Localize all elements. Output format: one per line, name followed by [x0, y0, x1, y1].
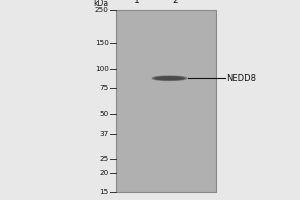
Text: 250: 250 [95, 7, 109, 13]
Text: NEDD8: NEDD8 [226, 74, 256, 83]
Bar [116, 10, 216, 192]
Text: kDa: kDa [94, 0, 109, 7]
Text: 1: 1 [134, 0, 140, 5]
Text: 15: 15 [99, 189, 109, 195]
Ellipse shape [152, 76, 187, 80]
Text: 150: 150 [95, 40, 109, 46]
Text: 2: 2 [173, 0, 178, 5]
Text: 37: 37 [99, 131, 109, 137]
Text: 50: 50 [99, 111, 109, 117]
Text: 25: 25 [99, 156, 109, 162]
Text: 75: 75 [99, 85, 109, 91]
Text: 100: 100 [95, 66, 109, 72]
Ellipse shape [159, 77, 180, 79]
Text: 20: 20 [99, 170, 109, 176]
Ellipse shape [155, 77, 184, 80]
